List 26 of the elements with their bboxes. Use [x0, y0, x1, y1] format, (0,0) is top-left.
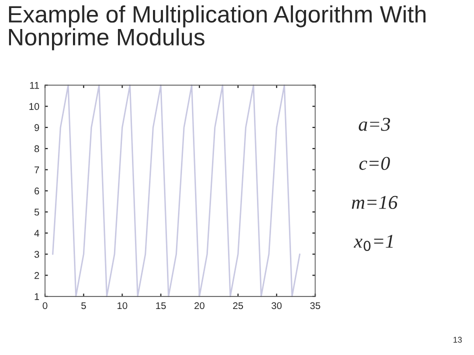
y-tick-label: 1 — [34, 293, 39, 300]
y-tick-label: 3 — [34, 250, 40, 258]
text: a=3 — [358, 118, 390, 131]
y-tick-label: 2 — [34, 272, 39, 279]
x-tick-label: 10 — [118, 302, 128, 310]
x-tick-label: 35 — [310, 302, 320, 310]
x-tick-label: 25 — [233, 302, 244, 310]
y-tick-label: 5 — [34, 208, 40, 216]
text: m=16 — [352, 196, 398, 209]
text: x$_{0}$=1 — [354, 234, 393, 252]
text: 13 — [454, 336, 462, 343]
y-tick-label: 4 — [34, 230, 40, 237]
y-tick-label: 8 — [34, 145, 40, 152]
y-tick-label: 6 — [34, 188, 40, 194]
x-tick-label: 30 — [272, 302, 282, 310]
x-tick-label: 0 — [42, 302, 48, 310]
y-tick-label: 9 — [34, 124, 40, 132]
chart-title: Example of Multiplication Algorithm With Nonprime Modulus — [9, 5, 426, 50]
text: c=0 — [359, 156, 390, 170]
x-tick-label: 15 — [156, 302, 166, 310]
x-tick-label: 20 — [194, 302, 204, 310]
x-tick-label: 5 — [81, 302, 86, 310]
y-tick-label: 11 — [30, 82, 39, 89]
line-series — [52, 84, 300, 298]
y-tick-label: 10 — [29, 103, 40, 110]
y-tick-label: 7 — [34, 166, 39, 174]
